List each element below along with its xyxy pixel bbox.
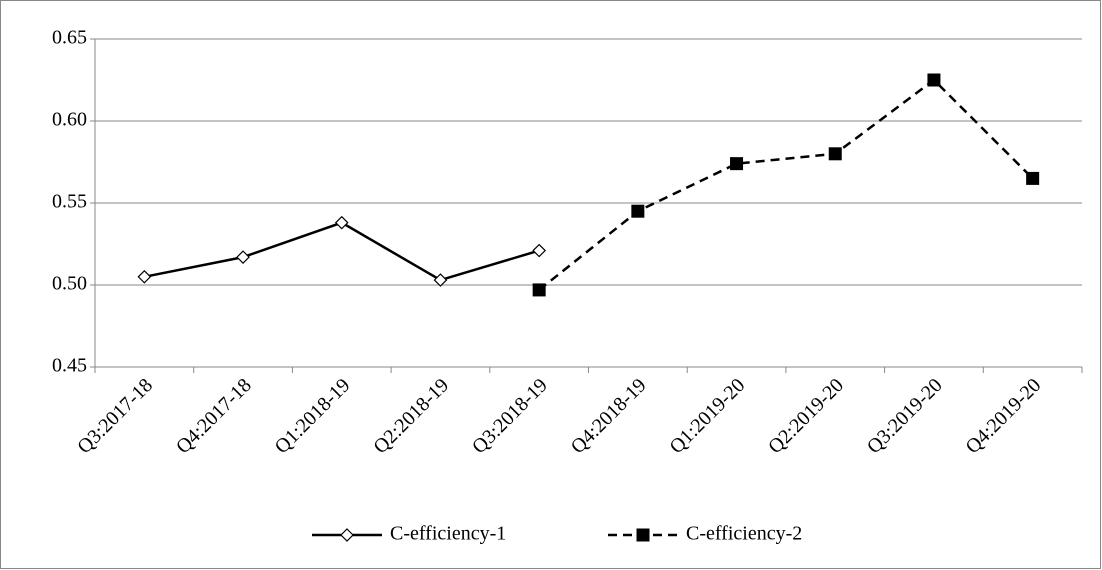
legend-marker [636, 528, 650, 542]
point [433, 273, 448, 287]
point [1026, 171, 1040, 185]
y-tick-label: 0.50 [52, 273, 87, 295]
point [631, 204, 645, 218]
point [236, 250, 250, 264]
y-tick-label: 0.65 [52, 27, 87, 49]
y-tick-label: 0.55 [52, 191, 87, 213]
y-tick-label: 0.60 [52, 109, 87, 131]
point [532, 283, 546, 297]
legend-label: C-efficiency-2 [686, 523, 802, 545]
point [137, 269, 152, 284]
point [334, 215, 349, 230]
point [828, 147, 842, 161]
point [927, 73, 941, 87]
legend-label: C-efficiency-1 [390, 523, 506, 545]
point [730, 157, 744, 171]
legend-marker [340, 528, 354, 542]
point [532, 243, 546, 258]
series-line [538, 78, 1034, 291]
y-tick-label: 0.45 [52, 355, 87, 377]
